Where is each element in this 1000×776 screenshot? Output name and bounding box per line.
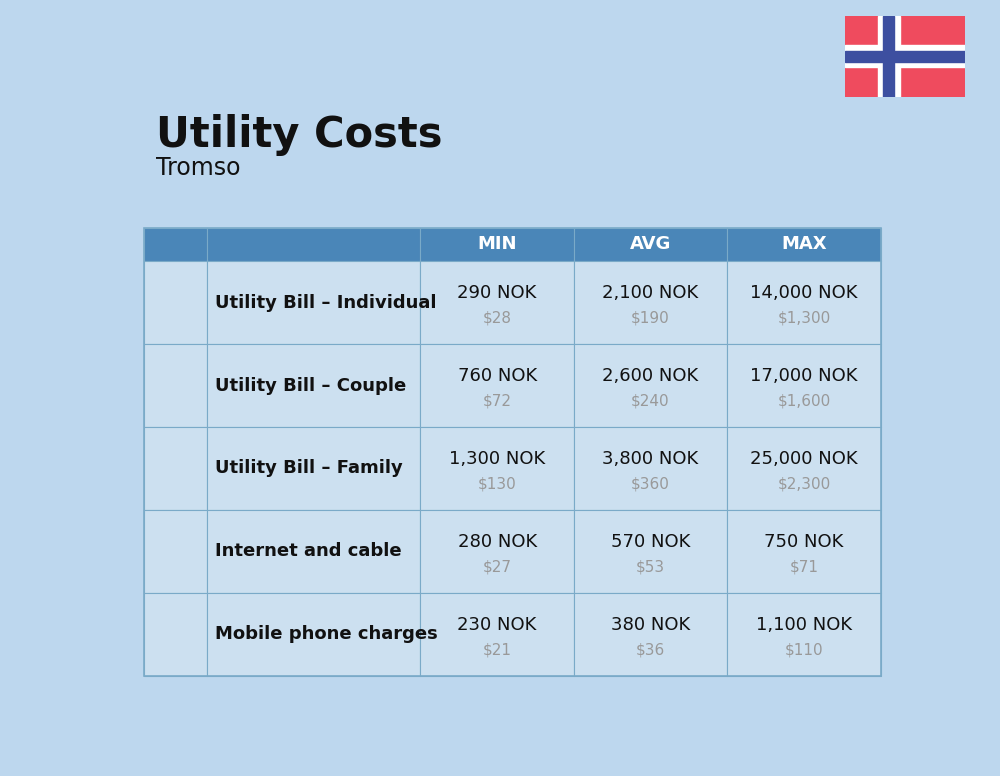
Bar: [420, 593, 574, 676]
Text: Utility Bill – Couple: Utility Bill – Couple: [215, 376, 407, 394]
Text: MIN: MIN: [477, 235, 517, 254]
Text: Utility Bill – Individual: Utility Bill – Individual: [215, 293, 437, 312]
Text: $21: $21: [483, 643, 512, 657]
Bar: [420, 227, 574, 262]
Text: $72: $72: [483, 393, 512, 409]
Bar: [420, 262, 574, 344]
Bar: [845, 51, 965, 62]
Text: 760 NOK: 760 NOK: [458, 367, 537, 385]
Text: 290 NOK: 290 NOK: [457, 284, 537, 302]
Bar: [207, 344, 420, 427]
Text: 1,100 NOK: 1,100 NOK: [756, 615, 852, 634]
Text: $2,300: $2,300: [777, 476, 831, 492]
Text: 280 NOK: 280 NOK: [458, 533, 537, 551]
Bar: [420, 427, 574, 510]
Text: $36: $36: [636, 643, 665, 657]
Text: MAX: MAX: [781, 235, 827, 254]
Text: 750 NOK: 750 NOK: [764, 533, 844, 551]
Bar: [207, 262, 420, 344]
Text: $53: $53: [636, 559, 665, 574]
Bar: [420, 510, 574, 593]
Bar: [207, 593, 420, 676]
Text: $71: $71: [789, 559, 818, 574]
Text: $130: $130: [478, 476, 517, 492]
Text: 17,000 NOK: 17,000 NOK: [750, 367, 858, 385]
Bar: [845, 46, 965, 68]
Text: $27: $27: [483, 559, 512, 574]
Text: $1,600: $1,600: [777, 393, 831, 409]
Bar: [420, 344, 574, 427]
Bar: [574, 427, 727, 510]
Text: 25,000 NOK: 25,000 NOK: [750, 450, 858, 468]
Text: $190: $190: [631, 311, 670, 326]
Bar: [207, 427, 420, 510]
Text: AVG: AVG: [630, 235, 671, 254]
Bar: [144, 427, 207, 510]
Bar: [727, 227, 881, 262]
Text: $240: $240: [631, 393, 670, 409]
Text: 380 NOK: 380 NOK: [611, 615, 690, 634]
Bar: [144, 227, 207, 262]
Text: 570 NOK: 570 NOK: [611, 533, 690, 551]
Text: $1,300: $1,300: [777, 311, 831, 326]
Bar: [144, 227, 881, 676]
Bar: [207, 510, 420, 593]
Text: Utility Costs: Utility Costs: [156, 114, 442, 156]
Bar: [144, 344, 207, 427]
Bar: [144, 593, 207, 676]
Bar: [727, 510, 881, 593]
Bar: [727, 262, 881, 344]
Text: 2,100 NOK: 2,100 NOK: [602, 284, 699, 302]
Text: 1,300 NOK: 1,300 NOK: [449, 450, 545, 468]
Bar: [144, 262, 207, 344]
Text: $28: $28: [483, 311, 512, 326]
Bar: [574, 262, 727, 344]
Bar: [727, 427, 881, 510]
Bar: [574, 510, 727, 593]
Bar: [878, 16, 900, 97]
Bar: [574, 344, 727, 427]
Bar: [727, 593, 881, 676]
Bar: [574, 227, 727, 262]
Bar: [883, 16, 894, 97]
Bar: [144, 510, 207, 593]
Text: 14,000 NOK: 14,000 NOK: [750, 284, 858, 302]
Text: 2,600 NOK: 2,600 NOK: [602, 367, 699, 385]
Text: $110: $110: [785, 643, 823, 657]
Text: 230 NOK: 230 NOK: [457, 615, 537, 634]
Text: $360: $360: [631, 476, 670, 492]
Bar: [727, 344, 881, 427]
Text: Utility Bill – Family: Utility Bill – Family: [215, 459, 403, 477]
Text: Mobile phone charges: Mobile phone charges: [215, 625, 438, 643]
Text: Tromso: Tromso: [156, 156, 240, 180]
Bar: [574, 593, 727, 676]
Bar: [207, 227, 420, 262]
Text: 3,800 NOK: 3,800 NOK: [602, 450, 699, 468]
Text: Internet and cable: Internet and cable: [215, 542, 402, 560]
